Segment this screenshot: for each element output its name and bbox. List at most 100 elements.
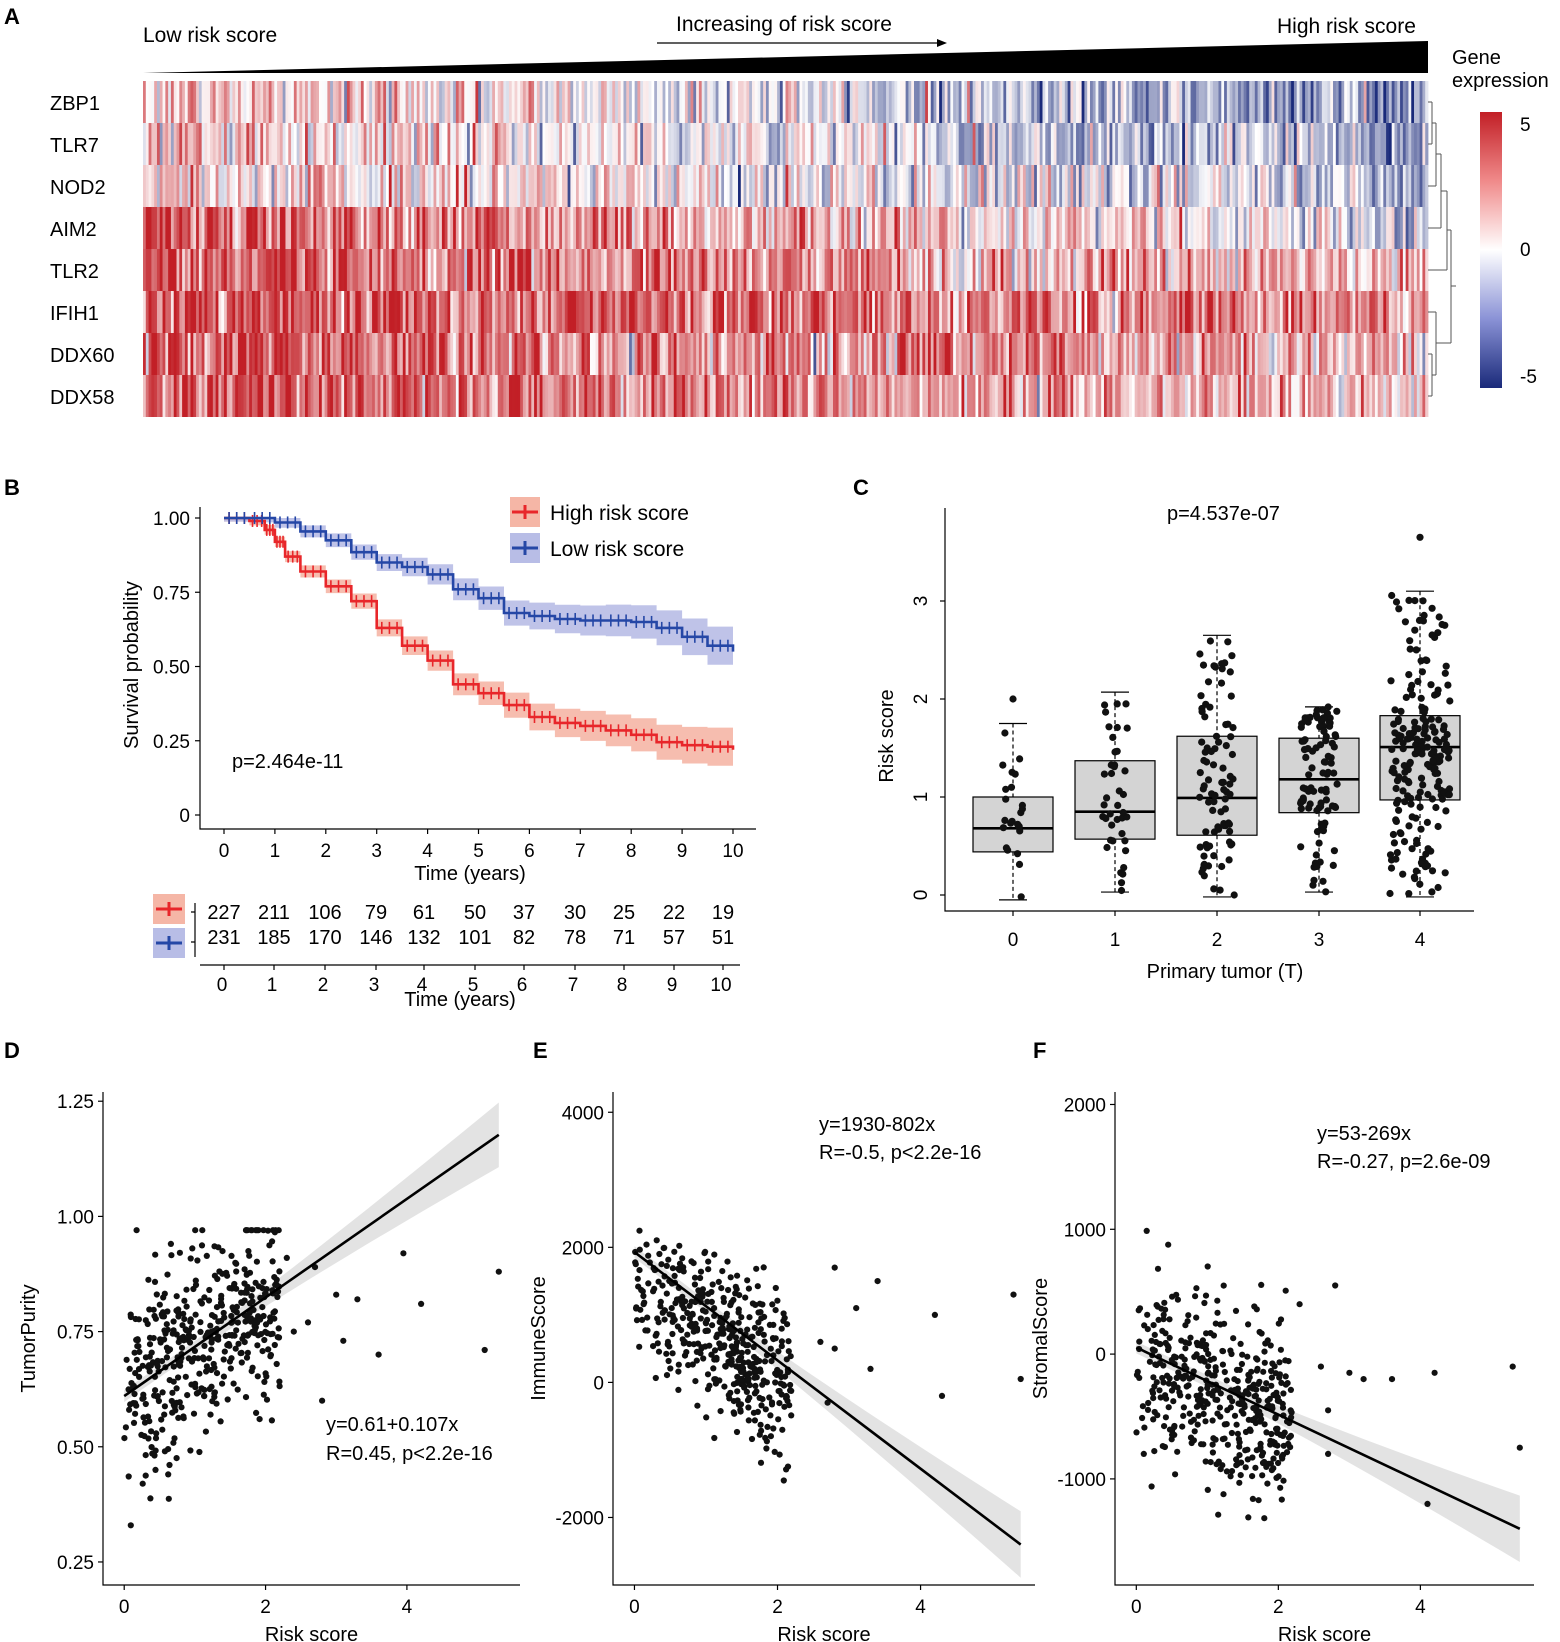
heatmap-cell	[872, 81, 876, 123]
heatmap-cell	[1282, 249, 1286, 291]
heatmap-cell	[1271, 333, 1275, 375]
box-point	[1199, 661, 1208, 669]
heatmap-cell	[394, 123, 398, 165]
heatmap-cell	[877, 123, 881, 165]
heatmap-cell	[296, 249, 300, 291]
heatmap-cell	[670, 207, 675, 249]
scatter-point	[203, 1252, 210, 1259]
box-point	[1225, 856, 1233, 864]
heatmap-cell	[263, 123, 267, 165]
heatmap-cell	[313, 333, 317, 375]
heatmap-cell	[1059, 123, 1063, 165]
heatmap-cell	[738, 291, 742, 333]
heatmap-cell	[746, 249, 750, 291]
heatmap-cell	[657, 333, 661, 375]
heatmap-cell	[897, 123, 901, 165]
heatmap-cell	[863, 333, 867, 375]
heatmap-cell	[1419, 165, 1423, 207]
heatmap-cell	[506, 375, 510, 417]
heatmap-cell	[478, 291, 482, 333]
heatmap-cell	[288, 333, 292, 375]
heatmap-cell	[771, 249, 775, 291]
heatmap-cell	[332, 291, 337, 333]
heatmap-cell	[229, 123, 233, 165]
heatmap-cell	[1081, 375, 1085, 417]
heatmap-cell	[1168, 123, 1172, 165]
heatmap-cell	[1092, 375, 1096, 417]
risk-table-high-count: 106	[308, 902, 341, 924]
heatmap-cell	[802, 165, 806, 207]
heatmap-cell	[1232, 249, 1236, 291]
heatmap-cell	[570, 123, 574, 165]
heatmap-cell	[936, 333, 940, 375]
heatmap-cell	[1109, 291, 1113, 333]
scatter-point	[224, 1396, 231, 1403]
scatter-point	[685, 1362, 692, 1369]
heatmap-cell	[332, 81, 337, 123]
heatmap-cell	[224, 375, 228, 417]
heatmap-cell	[338, 207, 342, 249]
heatmap-cell	[1008, 249, 1013, 291]
heatmap-cell	[981, 375, 985, 417]
scatter-point	[271, 1274, 278, 1281]
heatmap-cell	[855, 333, 859, 375]
heatmap-cell	[900, 375, 904, 417]
heatmap-cell	[869, 375, 873, 417]
heatmap-cell	[1335, 333, 1340, 375]
heatmap-cell	[746, 81, 750, 123]
heatmap-cell	[1101, 207, 1105, 249]
scatter-point	[229, 1304, 236, 1311]
heatmap-cell	[486, 165, 490, 207]
heatmap-cell	[201, 375, 205, 417]
heatmap-cell	[1383, 291, 1387, 333]
heatmap-cell	[601, 249, 605, 291]
risk-wedge	[143, 41, 1428, 73]
heatmap-cell	[598, 81, 602, 123]
box-point	[1102, 708, 1110, 716]
heatmap-cell	[377, 165, 381, 207]
heatmap-cell	[360, 249, 365, 291]
heatmap-cell	[1126, 123, 1130, 165]
box-point	[1390, 839, 1398, 847]
heatmap-cell	[897, 81, 901, 123]
heatmap-cell	[1338, 249, 1342, 291]
heatmap-cell	[458, 207, 462, 249]
heatmap-cell	[992, 375, 996, 417]
heatmap-cell	[1229, 249, 1233, 291]
heatmap-cell	[967, 207, 971, 249]
scatter-point	[127, 1522, 134, 1529]
regression-equation: y=0.61+0.107x	[326, 1414, 458, 1436]
heatmap-cell	[386, 207, 390, 249]
heatmap-cell	[964, 375, 968, 417]
scatter-point	[165, 1471, 172, 1478]
heatmap-cell	[184, 165, 189, 207]
heatmap-cell	[296, 207, 300, 249]
heatmap-cell	[1358, 207, 1362, 249]
heatmap-cell	[173, 81, 177, 123]
heatmap-cell	[1062, 207, 1066, 249]
heatmap-cell	[1034, 249, 1038, 291]
heatmap-cell	[1196, 165, 1200, 207]
heatmap-cell	[732, 165, 736, 207]
heatmap-cell	[902, 81, 907, 123]
heatmap-cell	[232, 375, 236, 417]
heatmap-cell	[1377, 165, 1381, 207]
heatmap-cell	[489, 291, 493, 333]
heatmap-cell	[475, 165, 479, 207]
heatmap-cell	[1123, 207, 1127, 249]
heatmap-cell	[874, 375, 879, 417]
scatter-point	[130, 1419, 138, 1426]
heatmap-cell	[425, 207, 429, 249]
heatmap-cell	[1416, 81, 1421, 123]
heatmap-cell	[548, 249, 552, 291]
scatter-outlier-point	[290, 1328, 297, 1335]
heatmap-cell	[1171, 249, 1175, 291]
heatmap-cell	[1039, 81, 1043, 123]
heatmap-cell	[1366, 165, 1370, 207]
heatmap-cell	[1109, 375, 1113, 417]
heatmap-cell	[969, 291, 974, 333]
box-point	[1215, 738, 1223, 746]
scatter-point	[213, 1370, 221, 1377]
heatmap-cell	[757, 333, 761, 375]
heatmap-cell	[1383, 375, 1387, 417]
